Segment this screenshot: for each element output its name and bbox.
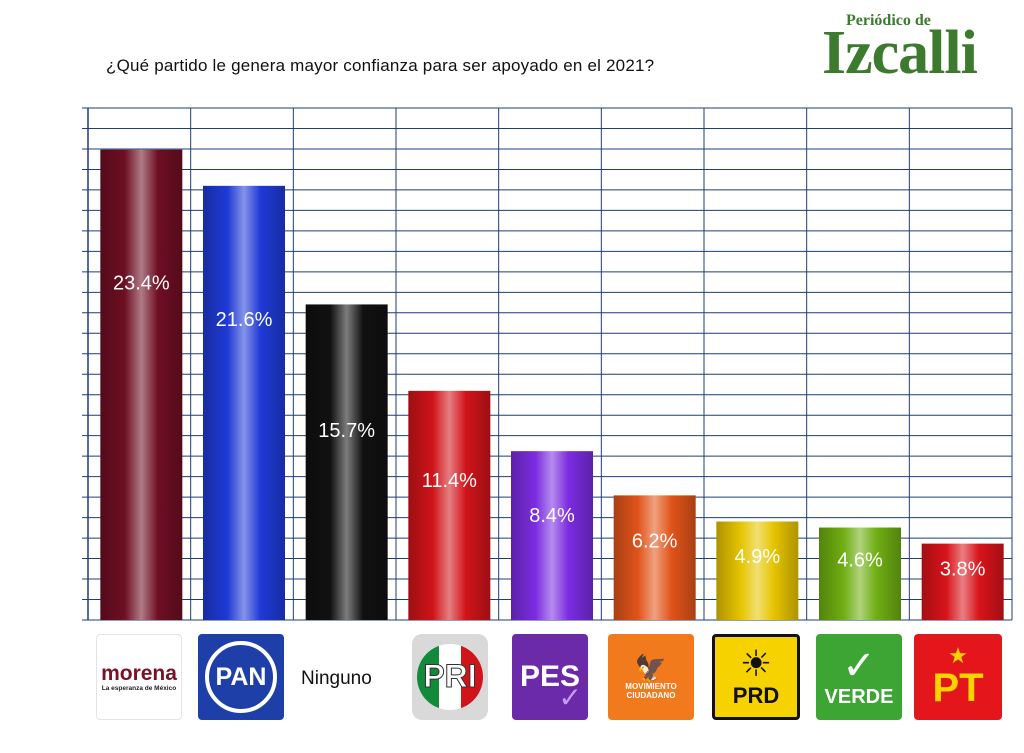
checkmark-icon: ✓	[558, 682, 582, 713]
bar-5	[511, 451, 593, 620]
bar-4	[408, 390, 491, 620]
eagle-icon: 🦅	[634, 653, 668, 683]
data-label-7: 4.9%	[735, 546, 781, 568]
bar-7	[716, 521, 799, 620]
mc-logo-line2: CIUDADANO	[626, 691, 676, 700]
toucan-check-icon: ✓	[842, 643, 876, 688]
bar-3	[305, 304, 388, 620]
verde-logo: ✓ VERDE	[816, 634, 902, 720]
bars-group	[100, 149, 1004, 620]
morena-logo: morena La esperanza de México	[96, 634, 182, 720]
star-icon: ★	[948, 643, 968, 668]
brand-name: Izcalli	[822, 19, 978, 87]
data-label-6: 6.2%	[632, 531, 678, 553]
pri-logo-circle: PRI	[417, 644, 483, 710]
data-label-9: 3.8%	[940, 559, 986, 581]
prd-logo: ☀ PRD	[712, 634, 800, 720]
pri-logo-text: PRI	[423, 658, 477, 695]
brand-prefix: Periódico de	[846, 12, 931, 29]
pes-logo: PES ✓	[512, 634, 588, 720]
data-label-2: 21.6%	[216, 309, 273, 331]
mc-logo-line1: MOVIMIENTO	[625, 682, 677, 691]
bar-chart: 23.4% 21.6% 15.7% 11.4% 8.4% 6.2% 4.9% 4.6% 3.8%	[82, 107, 1013, 621]
pt-logo: ★ PT	[914, 634, 1002, 720]
data-labels-group: 23.4% 21.6% 15.7% 11.4% 8.4% 6.2% 4.9% 4.6% 3.8%	[113, 273, 986, 581]
data-label-4: 11.4%	[422, 470, 477, 492]
pri-logo: PRI	[412, 634, 488, 720]
bar-6	[613, 495, 696, 620]
pan-logo-text: PAN	[215, 662, 267, 691]
pan-logo-ring: PAN	[205, 641, 277, 713]
bar-1	[100, 149, 183, 620]
bar-8	[819, 527, 901, 620]
movimiento-ciudadano-logo: 🦅 MOVIMIENTO CIUDADANO	[608, 634, 694, 720]
prd-logo-text: PRD	[732, 683, 780, 708]
verde-logo-text: VERDE	[824, 685, 894, 708]
pt-logo-text: PT	[932, 666, 984, 710]
morena-logo-subtext: La esperanza de México	[101, 684, 177, 692]
pes-logo-text: PES	[519, 660, 581, 693]
data-label-3: 15.7%	[318, 420, 375, 442]
bar-2	[203, 185, 285, 620]
brand-logo: Periódico de Izcalli	[822, 12, 1002, 84]
data-label-1: 23.4%	[113, 273, 170, 295]
ninguno-label: Ninguno	[301, 668, 372, 689]
pan-logo: PAN	[198, 634, 284, 720]
bar-9	[921, 543, 1004, 620]
chart-title: ¿Qué partido le genera mayor confianza p…	[106, 56, 655, 75]
data-label-5: 8.4%	[529, 505, 575, 527]
sun-icon: ☀	[739, 643, 773, 684]
morena-logo-text: morena	[101, 661, 177, 685]
data-label-8: 4.6%	[837, 549, 883, 571]
